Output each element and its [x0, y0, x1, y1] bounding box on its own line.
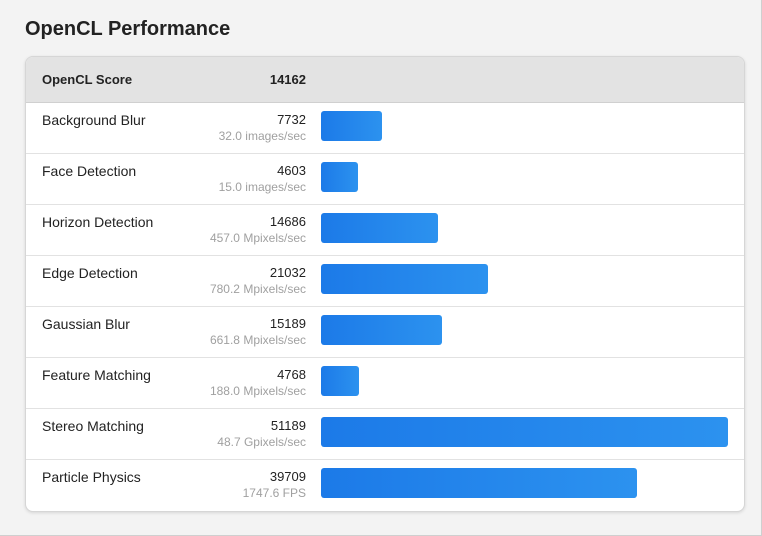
- test-rate: 188.0 Mpixels/sec: [209, 384, 306, 398]
- result-row: Stereo Matching 51189 48.7 Gpixels/sec: [26, 409, 744, 460]
- test-name: Edge Detection: [42, 265, 138, 281]
- result-row: Edge Detection 21032 780.2 Mpixels/sec: [26, 256, 744, 307]
- test-name: Stereo Matching: [42, 418, 144, 434]
- bar-track: [321, 111, 728, 141]
- score-bar: [321, 162, 358, 192]
- score-bar: [321, 468, 637, 498]
- test-score: 51189: [270, 418, 306, 433]
- test-name: Background Blur: [42, 112, 146, 128]
- bar-track: [321, 468, 728, 498]
- test-score: 7732: [277, 112, 306, 127]
- result-row: Feature Matching 4768 188.0 Mpixels/sec: [26, 358, 744, 409]
- test-score: 21032: [269, 265, 306, 280]
- score-bar: [321, 417, 728, 447]
- test-score: 39709: [269, 469, 306, 484]
- test-rate: 15.0 images/sec: [218, 180, 306, 194]
- bar-track: [321, 417, 728, 447]
- test-score: 4603: [277, 163, 306, 178]
- test-name: Face Detection: [42, 163, 137, 179]
- score-bar: [321, 315, 442, 345]
- result-row: Face Detection 4603 15.0 images/sec: [26, 154, 744, 205]
- page-title: OpenCL Performance: [25, 18, 231, 40]
- test-name: Horizon Detection: [42, 214, 154, 230]
- score-bar: [321, 264, 488, 294]
- test-rate: 48.7 Gpixels/sec: [217, 435, 306, 449]
- test-rate: 1747.6 FPS: [242, 486, 306, 500]
- result-row: Particle Physics 39709 1747.6 FPS: [26, 460, 744, 510]
- header-label: OpenCL Score: [42, 72, 133, 87]
- bar-track: [321, 366, 728, 396]
- bar-track: [321, 264, 728, 294]
- result-row: Gaussian Blur 15189 661.8 Mpixels/sec: [26, 307, 744, 358]
- score-bar: [321, 213, 438, 243]
- header-score: 14162: [269, 72, 306, 87]
- score-bar: [321, 366, 359, 396]
- test-rate: 661.8 Mpixels/sec: [209, 333, 306, 347]
- test-rate: 32.0 images/sec: [218, 129, 306, 143]
- result-row: Background Blur 7732 32.0 images/sec: [26, 103, 744, 154]
- test-score: 4768: [277, 367, 306, 382]
- test-name: Feature Matching: [42, 367, 151, 383]
- test-name: Particle Physics: [42, 469, 141, 485]
- bar-track: [321, 315, 728, 345]
- test-score: 15189: [269, 316, 306, 331]
- bar-track: [321, 162, 728, 192]
- score-header: OpenCL Score 14162: [26, 57, 744, 103]
- bar-track: [321, 213, 728, 243]
- score-bar: [321, 111, 382, 141]
- test-rate: 457.0 Mpixels/sec: [209, 231, 306, 245]
- test-score: 14686: [269, 214, 306, 229]
- test-rate: 780.2 Mpixels/sec: [209, 282, 306, 296]
- result-row: Horizon Detection 14686 457.0 Mpixels/sec: [26, 205, 744, 256]
- results-card: OpenCL Score 14162 Background Blur 7732 32…: [25, 56, 745, 512]
- test-name: Gaussian Blur: [42, 316, 130, 332]
- results-list: Background Blur 7732 32.0 images/sec Face D…: [26, 103, 744, 510]
